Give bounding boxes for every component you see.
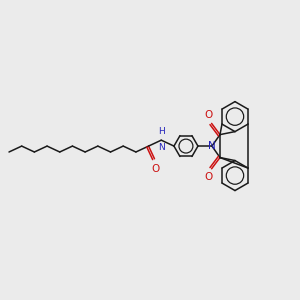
Text: O: O bbox=[205, 110, 213, 120]
Text: O: O bbox=[205, 172, 213, 182]
Text: O: O bbox=[152, 164, 160, 174]
Text: H: H bbox=[158, 127, 165, 136]
Text: N: N bbox=[208, 141, 216, 151]
Text: N: N bbox=[158, 143, 165, 152]
